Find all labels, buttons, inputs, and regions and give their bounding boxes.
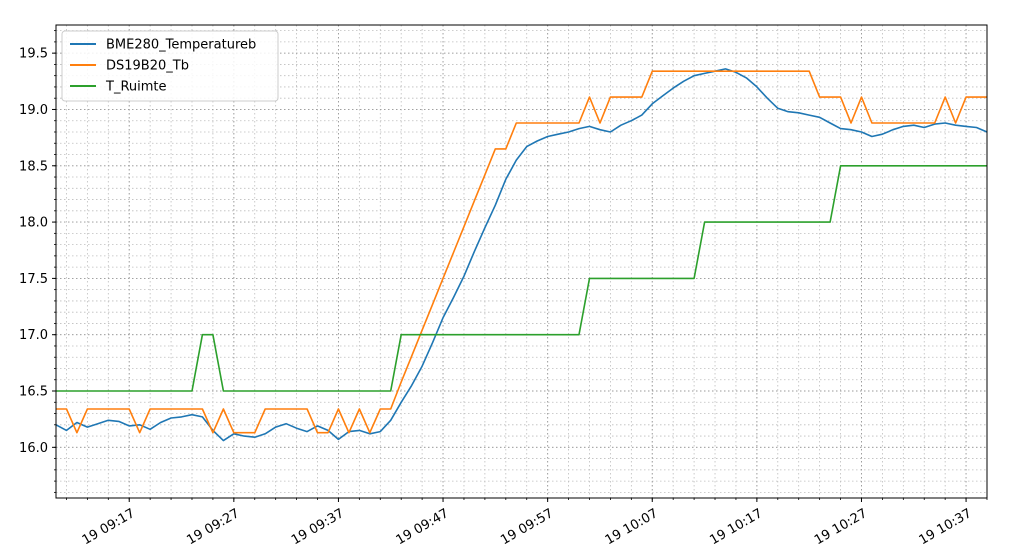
y-tick-label: 19.0 xyxy=(19,103,48,118)
legend-label: DS19B20_Tb xyxy=(106,59,189,74)
y-tick-label: 17.0 xyxy=(19,328,48,343)
x-tick-label: 19 10:37 xyxy=(917,506,975,548)
y-tick-label: 18.5 xyxy=(19,159,48,174)
y-tick-label: 19.5 xyxy=(19,47,48,62)
x-axis: 19 09:17 19 09:27 19 09:37 19 09:47 19 09:57… xyxy=(66,498,988,548)
y-tick-label: 16.0 xyxy=(19,441,48,456)
y-axis: 16.0 16.5 17.0 17.5 18.0 18.5 19.0 19.5 xyxy=(19,30,56,493)
x-tick-label: 19 09:17 xyxy=(80,506,138,548)
y-tick-label: 18.0 xyxy=(19,216,48,231)
x-tick-label: 19 09:47 xyxy=(394,506,452,548)
series-layer xyxy=(55,68,988,442)
plot-frame xyxy=(55,24,988,499)
legend-label: BME280_Temperatureb xyxy=(106,38,256,53)
legend-label: T_Ruimte xyxy=(105,80,167,95)
grid xyxy=(56,25,988,498)
series-line-3 xyxy=(56,165,987,392)
x-tick-label: 19 10:07 xyxy=(603,506,661,548)
legend-box xyxy=(61,30,279,102)
y-tick-label: 17.5 xyxy=(19,272,48,287)
x-tick-label: 19 10:17 xyxy=(707,506,765,548)
legend: BME280_Temperatureb DS19B20_Tb T_Ruimte xyxy=(61,30,279,102)
x-tick-label: 19 10:27 xyxy=(812,506,870,548)
x-tick-label: 19 09:57 xyxy=(498,506,556,548)
y-tick-label: 16.5 xyxy=(19,385,48,400)
plot-background xyxy=(56,25,987,498)
x-tick-label: 19 09:27 xyxy=(184,506,242,548)
x-tick-label: 19 09:37 xyxy=(289,506,347,548)
series-line-2 xyxy=(56,70,987,434)
